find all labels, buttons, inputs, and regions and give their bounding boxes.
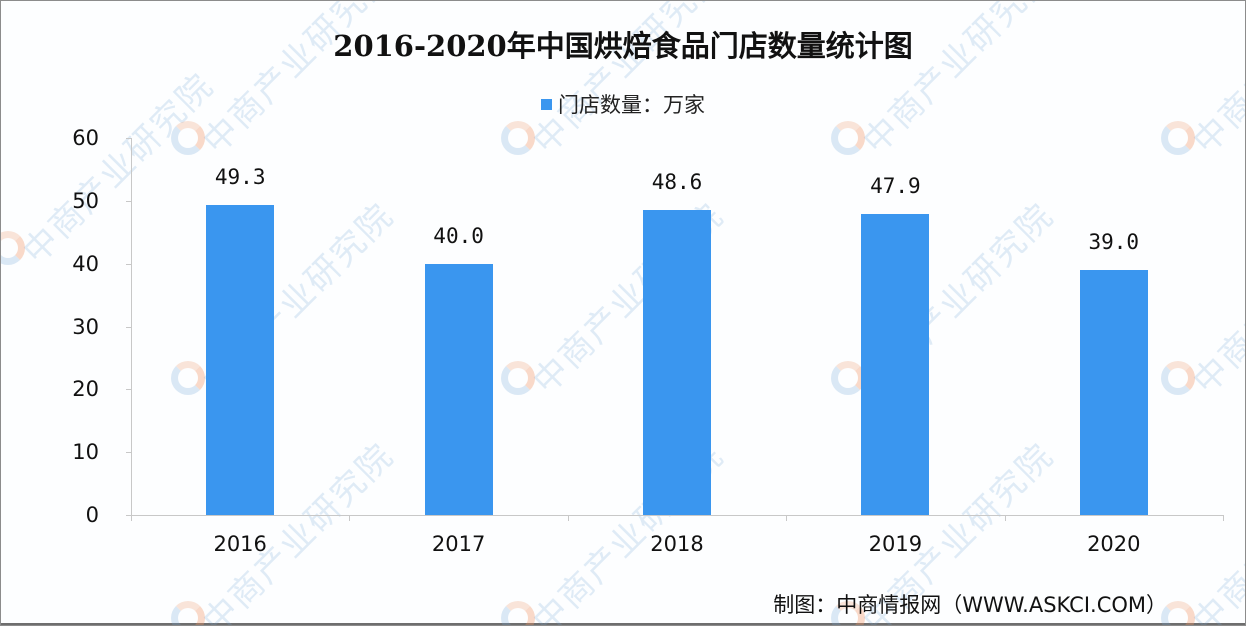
y-axis-tick-label: 30 — [72, 314, 99, 339]
bar-value-label: 48.6 — [651, 169, 703, 194]
y-axis-tick-label: 40 — [72, 251, 99, 276]
watermark-logo-icon — [501, 601, 535, 625]
x-axis-tick — [349, 515, 351, 521]
y-axis-tick-label: 0 — [85, 503, 99, 527]
x-axis-tick — [567, 515, 569, 521]
bar-2016 — [206, 205, 275, 515]
watermark-logo-icon — [501, 121, 535, 155]
y-axis-tick — [126, 326, 131, 328]
x-axis-category-label: 2018 — [650, 532, 704, 556]
source-note: 制图：中商情报网（WWW.ASKCI.COM） — [773, 593, 1167, 617]
x-axis-tick — [1223, 515, 1224, 521]
watermark-logo-icon — [171, 361, 205, 395]
bar-2020 — [1079, 269, 1148, 515]
x-axis-category-label: 2016 — [213, 532, 267, 556]
y-axis-tick — [126, 389, 131, 391]
x-axis-line — [131, 515, 1223, 516]
watermark-logo-icon — [171, 121, 205, 155]
watermark-logo-icon — [501, 361, 535, 395]
bar-value-label: 49.3 — [214, 165, 266, 190]
watermark-logo-icon — [831, 361, 865, 395]
x-axis-tick — [786, 515, 788, 521]
legend-label: 门店数量：万家 — [558, 93, 705, 117]
chart-title: 2016-2020年中国烘焙食品门店数量统计图 — [333, 29, 913, 63]
bar-value-label: 47.9 — [870, 174, 921, 199]
legend-swatch-icon — [541, 98, 552, 110]
y-axis-tick-label: 50 — [72, 188, 99, 213]
y-axis-line — [131, 138, 132, 515]
bar-value-label: 40.0 — [433, 223, 484, 248]
y-axis-tick — [126, 515, 131, 516]
y-axis-tick-label: 20 — [72, 377, 99, 402]
y-axis-tick-label: 10 — [72, 440, 99, 465]
watermark-text: 中商产业研究院 — [1185, 435, 1246, 626]
y-axis-tick — [126, 138, 131, 139]
bar-2018 — [643, 209, 711, 515]
x-axis-tick — [1004, 515, 1006, 521]
y-axis-tick — [126, 263, 131, 265]
watermark-logo-icon — [1, 231, 25, 265]
legend: 门店数量：万家 — [1, 89, 1245, 119]
y-axis-tick — [126, 452, 131, 454]
y-axis-tick-label: 60 — [72, 126, 99, 150]
watermark-logo-icon — [1161, 361, 1195, 395]
watermark-text: 中商产业研究院 — [1185, 195, 1246, 403]
y-axis-tick — [126, 200, 131, 202]
bar-2019 — [861, 214, 930, 515]
x-axis-tick — [131, 515, 132, 521]
bar-value-label: 39.0 — [1088, 229, 1140, 254]
watermark-logo-icon — [1161, 121, 1195, 155]
x-axis-category-label: 2019 — [868, 532, 923, 556]
bar-2017 — [424, 263, 493, 515]
x-axis-category-label: 2017 — [431, 532, 486, 556]
watermark-logo-icon — [831, 121, 865, 155]
watermark-logo-icon — [171, 601, 205, 625]
x-axis-category-label: 2020 — [1087, 532, 1141, 556]
